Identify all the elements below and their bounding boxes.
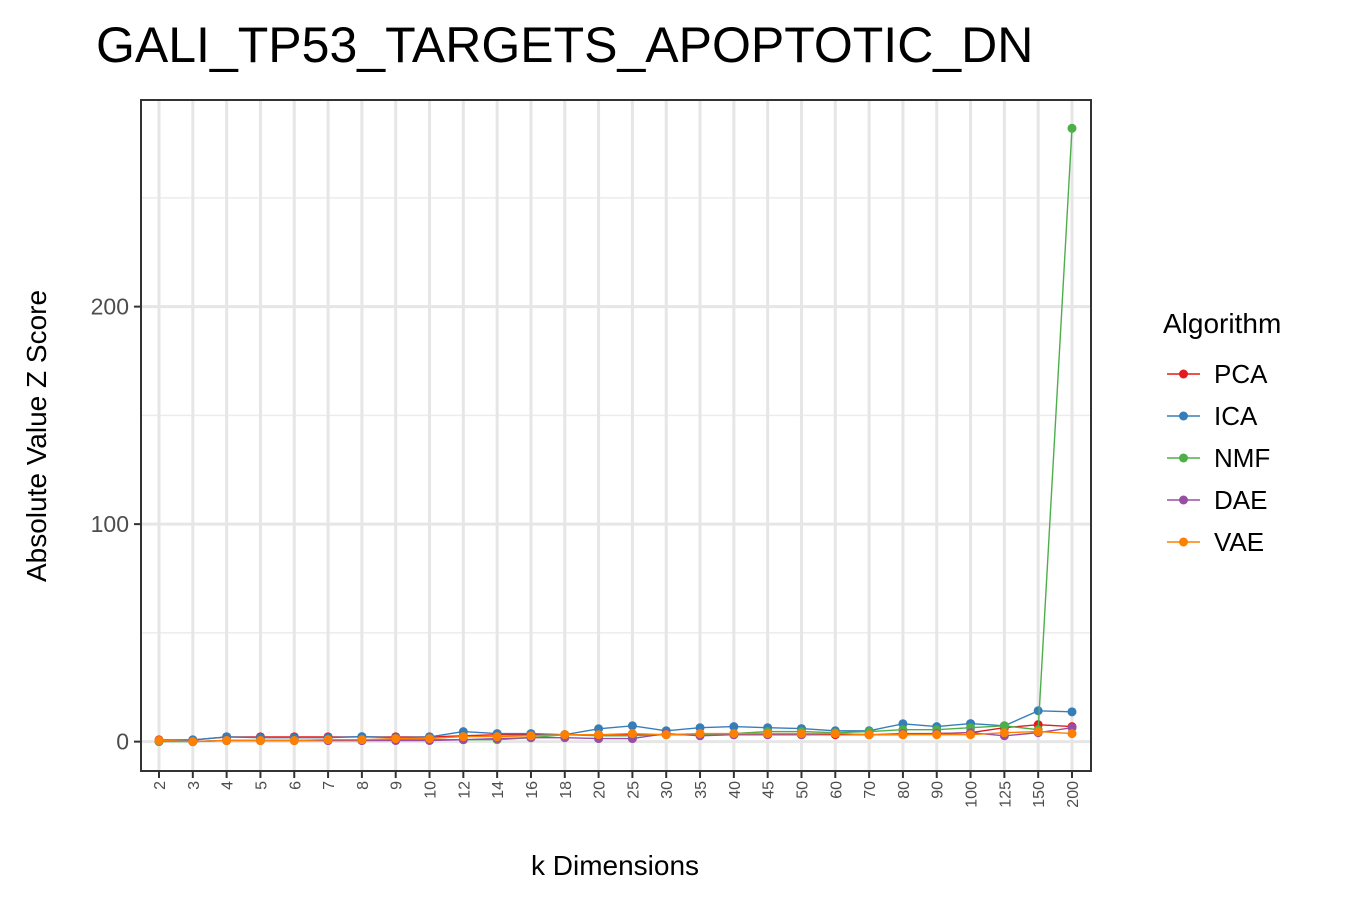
x-axis: 2 3 4 5 6 7 8 9 10 12 14 16 18 20 25 30 35 40 45 50 60 70 80 90… [152,771,1082,808]
data-point [999,728,1009,738]
legend-key-point [1179,537,1188,547]
data-point [1067,707,1077,717]
legend-item-vae: VAE [1167,527,1264,557]
series-line-vae [158,730,1073,743]
data-point [1033,727,1043,737]
series-vae [154,727,1077,747]
data-point [154,736,164,746]
data-point [458,732,468,742]
legend-label: DAE [1214,485,1267,515]
data-point [188,737,198,747]
data-point [627,729,637,739]
data-point [661,730,671,740]
x-tick-label: 90 [930,781,947,799]
data-point [695,729,705,739]
x-tick-label: 20 [592,781,609,799]
x-tick-label: 8 [355,781,372,790]
data-point [526,731,536,741]
legend-label: ICA [1214,401,1258,431]
data-point [222,736,232,746]
series-line-ica [158,710,1073,742]
x-tick-label: 16 [524,781,541,799]
data-point [864,730,874,740]
data-point [999,721,1009,731]
x-tick-label: 35 [693,781,710,799]
x-tick-label: 45 [761,781,778,799]
legend: Algorithm PCA ICA NMF DAE VAE [1163,308,1281,557]
legend-item-dae: DAE [1167,485,1267,515]
y-tick-label: 0 [116,729,129,755]
y-tick-label: 100 [91,511,129,537]
series-line-nmf [159,128,1073,743]
legend-key-point [1179,453,1188,463]
x-tick-label: 4 [220,781,237,790]
x-tick-label: 14 [490,781,507,799]
chart-title: GALI_TP53_TARGETS_APOPTOTIC_DN [96,17,1033,73]
x-tick-label: 80 [896,781,913,799]
x-tick-label: 100 [964,781,981,808]
plot-panel-border [140,99,1092,772]
x-tick-label: 9 [389,781,406,790]
data-point [932,730,942,740]
series-layer [154,123,1077,747]
data-point [1033,706,1043,716]
x-tick-label: 50 [794,781,811,799]
data-point [1067,729,1077,739]
legend-key-point [1179,495,1188,505]
x-axis-label: k Dimensions [531,850,699,881]
data-point [729,729,739,739]
x-tick-label: 25 [625,781,642,799]
data-point [255,736,265,746]
data-point [289,736,299,746]
legend-label: NMF [1214,443,1270,473]
x-tick-label: 5 [253,781,270,790]
y-tick-label: 200 [91,294,129,320]
legend-title: Algorithm [1163,308,1281,339]
x-tick-label: 200 [1065,781,1082,808]
data-point [357,735,367,745]
data-point [492,732,502,742]
legend-label: PCA [1214,359,1268,389]
x-tick-label: 125 [997,781,1014,808]
legend-label: VAE [1214,527,1264,557]
data-point [391,734,401,744]
x-tick-label: 60 [828,781,845,799]
data-point [323,735,333,745]
legend-item-pca: PCA [1167,359,1268,389]
data-point [560,730,570,740]
y-axis: 0 100 200 [91,294,141,755]
x-tick-label: 12 [456,781,473,799]
x-tick-label: 7 [321,781,338,790]
y-axis-label: Absolute Value Z Score [21,290,52,582]
x-tick-label: 3 [186,781,203,790]
x-tick-label: 2 [152,781,169,790]
x-tick-label: 150 [1031,781,1048,808]
legend-key-point [1179,369,1188,379]
data-point [729,722,739,732]
data-point [763,729,773,739]
x-tick-label: 40 [727,781,744,799]
data-point [425,734,435,744]
x-tick-label: 6 [287,781,304,790]
data-point [966,730,976,740]
data-point [627,721,637,731]
data-point [594,730,604,740]
x-tick-label: 18 [558,781,575,799]
data-point [898,730,908,740]
data-point [1067,123,1077,133]
data-point [796,729,806,739]
x-tick-label: 30 [659,781,676,799]
grid-lines [141,100,1091,771]
x-tick-label: 70 [862,781,879,799]
data-point [830,729,840,739]
legend-key-point [1179,411,1188,421]
legend-item-ica: ICA [1167,401,1258,431]
legend-item-nmf: NMF [1167,443,1270,473]
x-tick-label: 10 [423,781,440,799]
